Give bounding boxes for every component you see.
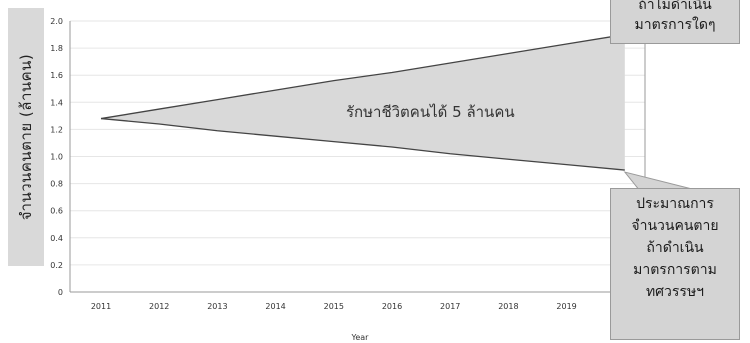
center-annotation: รักษาชีวิตคนได้ 5 ล้านคน [346,103,515,121]
y-tick-label: 2.0 [50,17,63,26]
callout-estimate-line-4: มาตรการตาม [633,262,717,278]
callout-estimate-line-5: ทศวรรษฯ [645,284,705,300]
x-tick-label: 2014 [265,302,285,311]
x-tick-label: 2017 [440,302,460,311]
saved-lives-area [101,34,625,171]
x-axis-label: Year [351,333,370,342]
y-tick-label: 1.6 [50,71,63,80]
y-tick-label: 0.4 [50,234,63,243]
y-tick-label: 0.6 [50,207,63,216]
y-tick-label: 0 [58,288,63,297]
callout-estimate: ประมาณการ จำนวนคนตาย ถ้าดำเนิน มาตรการตา… [610,188,740,340]
y-tick-label: 1.2 [50,125,63,134]
y-tick-label: 0.8 [50,180,63,189]
y-axis-label-box [8,8,44,266]
callout-estimate-line-3: ถ้าดำเนิน [646,240,704,256]
x-tick-label: 2015 [324,302,344,311]
series-line-lower [100,117,625,171]
y-tick-label: 1.4 [50,98,63,107]
y-tick-label: 1.8 [50,44,63,53]
series-line-upper [100,33,625,120]
callout-estimate-line-2: จำนวนคนตาย [631,218,719,234]
y-tick-label: 0.2 [50,261,63,270]
callout-no-action: ถ้าไม่ดำเนิน มาตรการใดๆ [610,0,740,44]
y-tick-label: 1.0 [50,153,63,162]
callout-estimate-line-1: ประมาณการ [636,196,714,212]
x-tick-label: 2012 [149,302,169,311]
x-tick-label: 2011 [91,302,111,311]
x-tick-label: 2018 [498,302,518,311]
x-tick-label: 2019 [556,302,576,311]
callout-no-action-line-1: ถ้าไม่ดำเนิน [638,0,712,13]
x-tick-label: 2016 [382,302,402,311]
callout-no-action-line-2: มาตรการใดๆ [634,17,716,33]
x-tick-label: 2013 [207,302,227,311]
